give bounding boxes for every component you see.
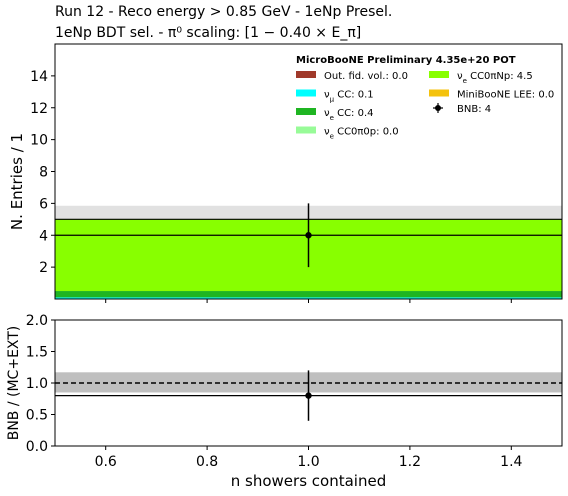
legend-label-4: νe CC0πNp: 4.5 [457, 71, 533, 85]
ratio-y-tick-label-3: 1.5 [26, 345, 48, 361]
ratio-y-tick-label-2: 1.0 [26, 376, 48, 392]
y-axis-label: N. Entries / 1 [8, 133, 26, 230]
legend-swatch-2 [296, 108, 316, 115]
legend-header: MicroBooNE Preliminary 4.35e+20 POT [296, 55, 516, 66]
legend-data-label: BNB: 4 [457, 104, 491, 115]
y-tick-label-0: 2 [39, 260, 48, 276]
ratio-point-0 [305, 392, 312, 399]
legend-swatch-4 [429, 71, 449, 78]
ratio-y-tick-label-1: 0.5 [26, 408, 48, 424]
y-tick-label-2: 6 [39, 196, 48, 212]
x-tick-label-4: 1.4 [500, 454, 522, 470]
x-tick-label-2: 1.0 [297, 454, 319, 470]
legend-swatch-1 [296, 89, 316, 97]
y-tick-label-6: 14 [30, 69, 48, 85]
legend-label-2: νe CC: 0.4 [324, 108, 374, 122]
stack-bar-1 [55, 297, 562, 299]
stack-bar-2 [55, 291, 562, 298]
x-tick-label-0: 0.6 [95, 454, 117, 470]
ratio-y-axis-label: BNB / (MC+EXT) [6, 326, 22, 441]
y-tick-label-5: 12 [30, 101, 48, 117]
x-axis-label: n showers contained [231, 472, 386, 490]
legend-label-1: νμ CC: 0.1 [324, 90, 374, 104]
y-tick-label-1: 4 [39, 228, 48, 244]
legend-swatch-0 [296, 71, 316, 78]
legend-label-5: MiniBooNE LEE: 0.0 [457, 90, 554, 101]
x-tick-label-1: 0.8 [196, 454, 218, 470]
title-line-2: 1eNp BDT sel. - π⁰ scaling: [1 − 0.40 × … [55, 25, 362, 41]
x-tick-label-3: 1.2 [399, 454, 421, 470]
y-tick-label-3: 8 [39, 165, 48, 181]
data-point-0 [305, 232, 312, 239]
legend-label-0: Out. fid. vol.: 0.0 [324, 71, 408, 82]
y-tick-label-4: 10 [30, 133, 48, 149]
title-line-1: Run 12 - Reco energy > 0.85 GeV - 1eNp P… [55, 4, 393, 20]
legend-swatch-3 [296, 126, 316, 134]
legend-swatch-5 [429, 89, 449, 97]
legend-data-marker [435, 105, 441, 111]
legend-label-3: νe CC0π0p: 0.0 [324, 127, 399, 141]
ratio-y-tick-label-0: 0.0 [26, 439, 48, 455]
ratio-y-tick-label-4: 2.0 [26, 313, 48, 329]
